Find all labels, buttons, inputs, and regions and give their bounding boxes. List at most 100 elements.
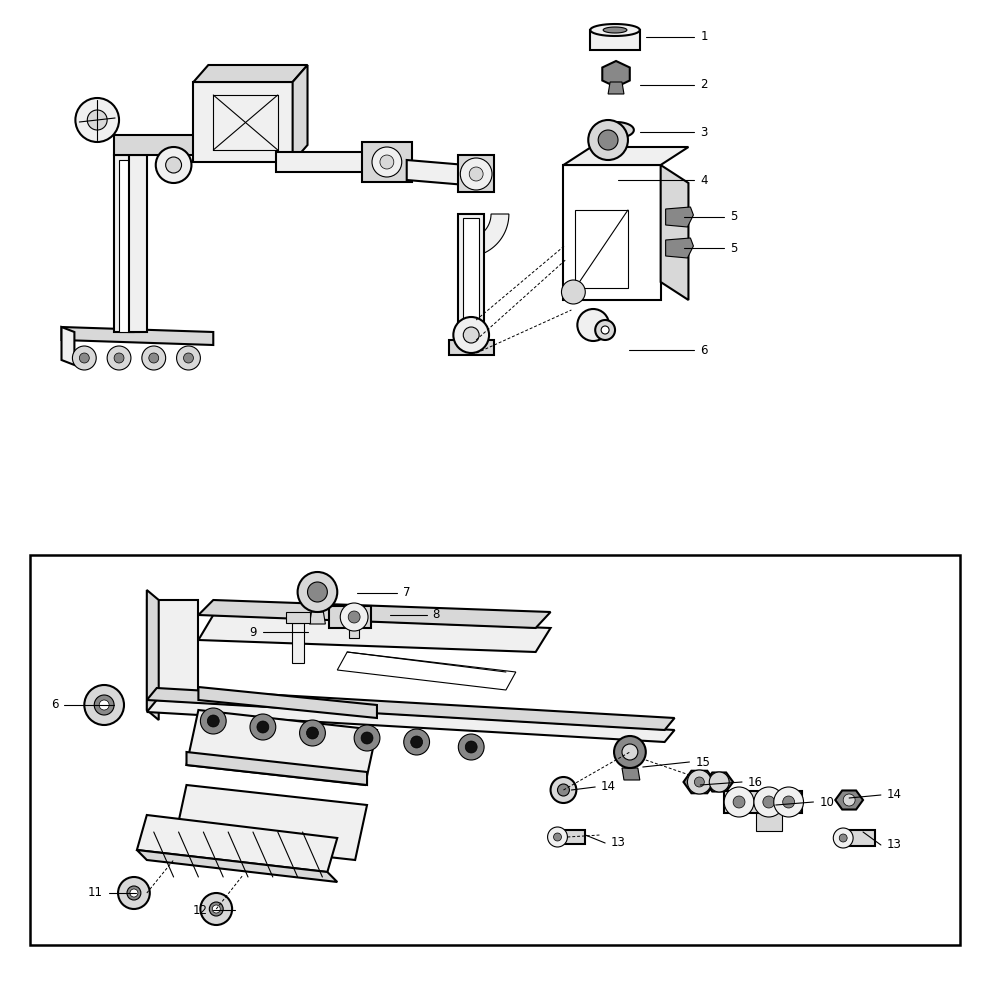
Polygon shape xyxy=(114,135,228,155)
Polygon shape xyxy=(206,899,226,919)
Circle shape xyxy=(250,714,276,740)
Circle shape xyxy=(307,727,318,739)
Text: 11: 11 xyxy=(88,886,103,900)
Text: 14: 14 xyxy=(887,788,902,802)
Polygon shape xyxy=(575,210,628,288)
Polygon shape xyxy=(198,687,377,718)
Circle shape xyxy=(72,346,96,370)
Polygon shape xyxy=(147,700,675,742)
Circle shape xyxy=(130,889,138,897)
Circle shape xyxy=(843,794,855,806)
Text: 12: 12 xyxy=(192,904,207,916)
Polygon shape xyxy=(114,155,139,332)
Polygon shape xyxy=(835,790,863,810)
Circle shape xyxy=(380,155,394,169)
Circle shape xyxy=(166,157,182,173)
Circle shape xyxy=(548,827,567,847)
Circle shape xyxy=(127,886,141,900)
Polygon shape xyxy=(349,628,359,638)
Polygon shape xyxy=(186,710,377,785)
Polygon shape xyxy=(62,327,213,345)
Circle shape xyxy=(99,700,109,710)
Polygon shape xyxy=(466,214,509,257)
Circle shape xyxy=(588,120,628,160)
Polygon shape xyxy=(558,830,585,844)
Polygon shape xyxy=(666,238,693,258)
Text: 2: 2 xyxy=(700,79,708,92)
Polygon shape xyxy=(661,165,688,300)
Polygon shape xyxy=(91,693,117,717)
Polygon shape xyxy=(603,27,627,33)
Polygon shape xyxy=(590,24,640,36)
Polygon shape xyxy=(407,160,466,185)
Circle shape xyxy=(687,770,711,794)
Polygon shape xyxy=(705,772,733,792)
Circle shape xyxy=(149,353,159,363)
Polygon shape xyxy=(756,813,782,831)
Polygon shape xyxy=(683,771,715,793)
Circle shape xyxy=(724,787,754,817)
Circle shape xyxy=(200,708,226,734)
Circle shape xyxy=(118,877,150,909)
Polygon shape xyxy=(463,218,479,342)
Polygon shape xyxy=(193,82,293,162)
Circle shape xyxy=(411,736,423,748)
Text: 7: 7 xyxy=(403,586,411,599)
Text: 13: 13 xyxy=(611,836,626,850)
Circle shape xyxy=(177,346,200,370)
Polygon shape xyxy=(590,30,640,50)
Text: 15: 15 xyxy=(695,756,710,768)
Circle shape xyxy=(212,905,220,913)
Polygon shape xyxy=(62,327,74,365)
Text: 16: 16 xyxy=(748,776,763,788)
Circle shape xyxy=(114,353,124,363)
Polygon shape xyxy=(843,830,875,846)
Polygon shape xyxy=(310,612,325,624)
Text: 3: 3 xyxy=(700,125,707,138)
Polygon shape xyxy=(276,152,372,172)
Polygon shape xyxy=(292,623,304,663)
Circle shape xyxy=(458,734,484,760)
Circle shape xyxy=(404,729,430,755)
Polygon shape xyxy=(119,160,134,332)
Circle shape xyxy=(763,796,775,808)
Bar xyxy=(30,555,960,945)
Circle shape xyxy=(184,353,193,363)
Circle shape xyxy=(308,582,327,602)
Circle shape xyxy=(209,902,223,916)
Circle shape xyxy=(774,787,804,817)
Text: 13: 13 xyxy=(887,838,902,852)
Circle shape xyxy=(614,736,646,768)
Text: 6: 6 xyxy=(51,698,59,712)
Polygon shape xyxy=(666,207,693,227)
Polygon shape xyxy=(286,612,310,623)
Circle shape xyxy=(142,346,166,370)
Polygon shape xyxy=(137,815,337,872)
Circle shape xyxy=(551,777,576,803)
Text: 4: 4 xyxy=(700,174,708,186)
Polygon shape xyxy=(147,590,159,720)
Circle shape xyxy=(469,167,483,181)
Text: 14: 14 xyxy=(601,780,616,794)
Polygon shape xyxy=(602,61,630,87)
Circle shape xyxy=(694,777,704,787)
Circle shape xyxy=(577,309,609,341)
Polygon shape xyxy=(458,214,484,345)
Circle shape xyxy=(601,326,609,334)
Polygon shape xyxy=(186,752,367,785)
Circle shape xyxy=(833,828,853,848)
Text: 9: 9 xyxy=(249,626,257,639)
Polygon shape xyxy=(458,155,494,192)
Circle shape xyxy=(622,744,638,760)
Text: 5: 5 xyxy=(730,211,737,224)
Polygon shape xyxy=(198,615,551,652)
Circle shape xyxy=(340,603,368,631)
Circle shape xyxy=(79,353,89,363)
Circle shape xyxy=(84,685,124,725)
Circle shape xyxy=(453,317,489,353)
Circle shape xyxy=(709,772,729,792)
Polygon shape xyxy=(337,652,516,690)
Text: 1: 1 xyxy=(700,30,708,43)
Polygon shape xyxy=(449,340,494,355)
Polygon shape xyxy=(563,147,688,165)
